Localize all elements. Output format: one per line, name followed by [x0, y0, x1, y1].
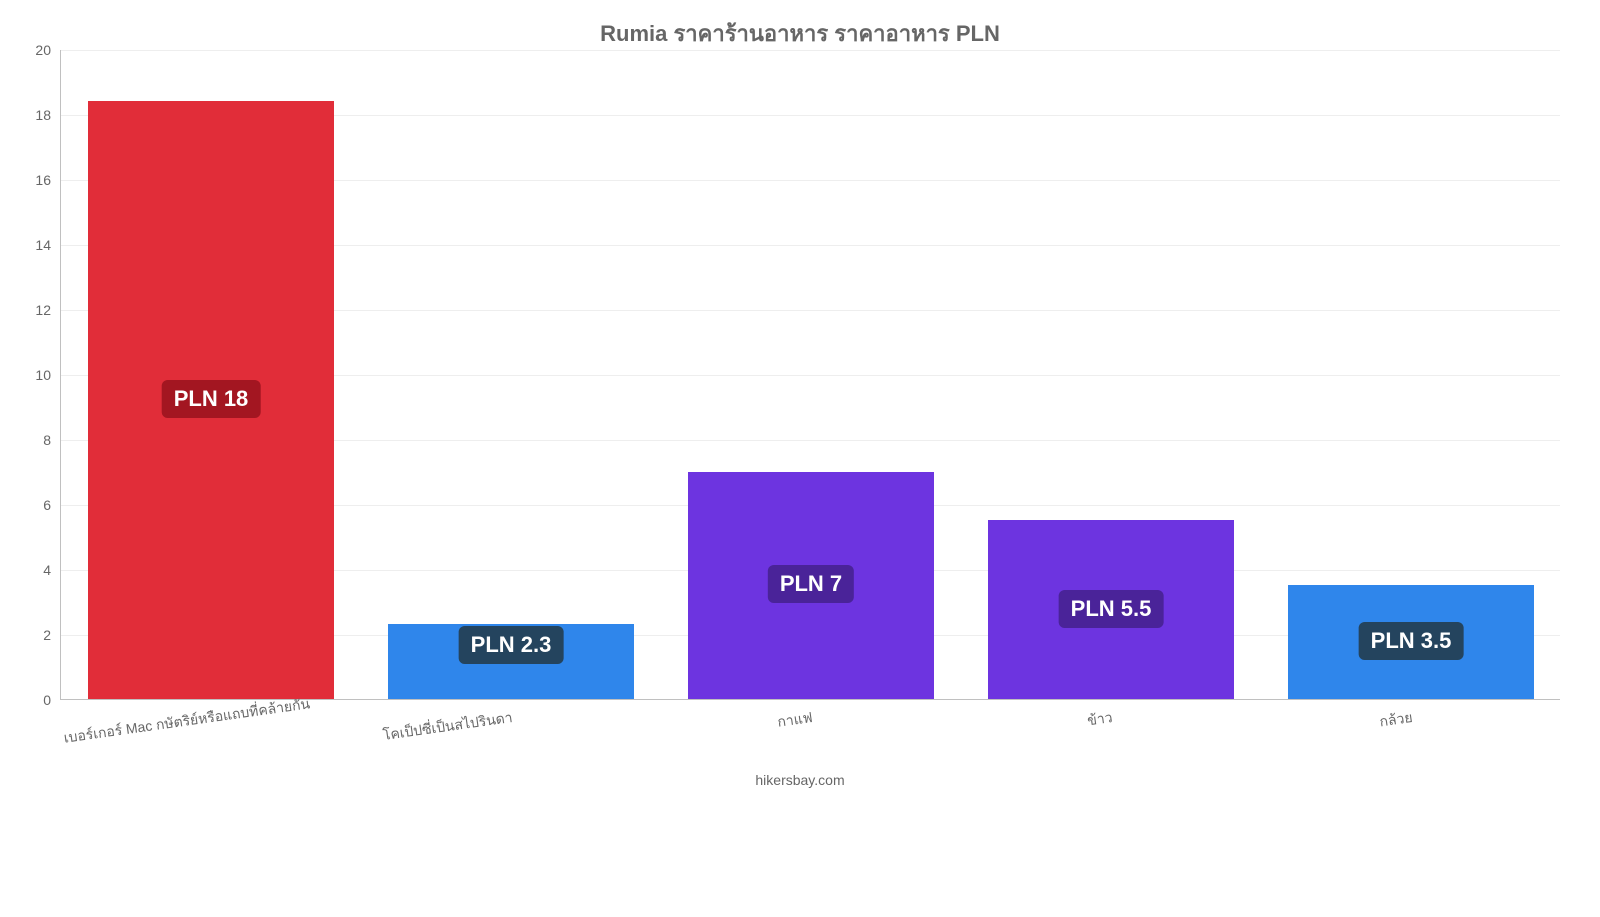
ytick-label: 8: [43, 432, 51, 448]
chart-title: Rumia ราคาร้านอาหาร ราคาอาหาร PLN: [0, 16, 1600, 51]
ytick-label: 2: [43, 627, 51, 643]
bar-value-badge: PLN 2.3: [459, 626, 564, 664]
ytick-label: 6: [43, 497, 51, 513]
ytick-label: 14: [35, 237, 51, 253]
bar: PLN 18: [88, 101, 334, 699]
bar-value-badge: PLN 18: [162, 380, 261, 418]
ytick-label: 4: [43, 562, 51, 578]
bar-value-badge: PLN 7: [768, 565, 854, 603]
bar: PLN 5.5: [988, 520, 1234, 699]
ytick-label: 16: [35, 172, 51, 188]
xtick-label: เบอร์เกอร์ Mac กษัตริย์หรือแถบที่คล้ายกั…: [62, 707, 214, 750]
gridline: [61, 50, 1560, 51]
source-label: hikersbay.com: [0, 772, 1600, 788]
ytick-label: 0: [43, 692, 51, 708]
ytick-label: 20: [35, 42, 51, 58]
bar: PLN 3.5: [1288, 585, 1534, 699]
ytick-label: 18: [35, 107, 51, 123]
ytick-label: 10: [35, 367, 51, 383]
bar: PLN 2.3: [388, 624, 634, 699]
bar-value-badge: PLN 3.5: [1359, 622, 1464, 660]
price-bar-chart: Rumia ราคาร้านอาหาร ราคาอาหาร PLN 024681…: [0, 0, 1600, 800]
bar: PLN 7: [688, 472, 934, 700]
ytick-label: 12: [35, 302, 51, 318]
bar-value-badge: PLN 5.5: [1059, 590, 1164, 628]
plot-area: 02468101214161820PLN 18เบอร์เกอร์ Mac กษ…: [60, 50, 1560, 700]
